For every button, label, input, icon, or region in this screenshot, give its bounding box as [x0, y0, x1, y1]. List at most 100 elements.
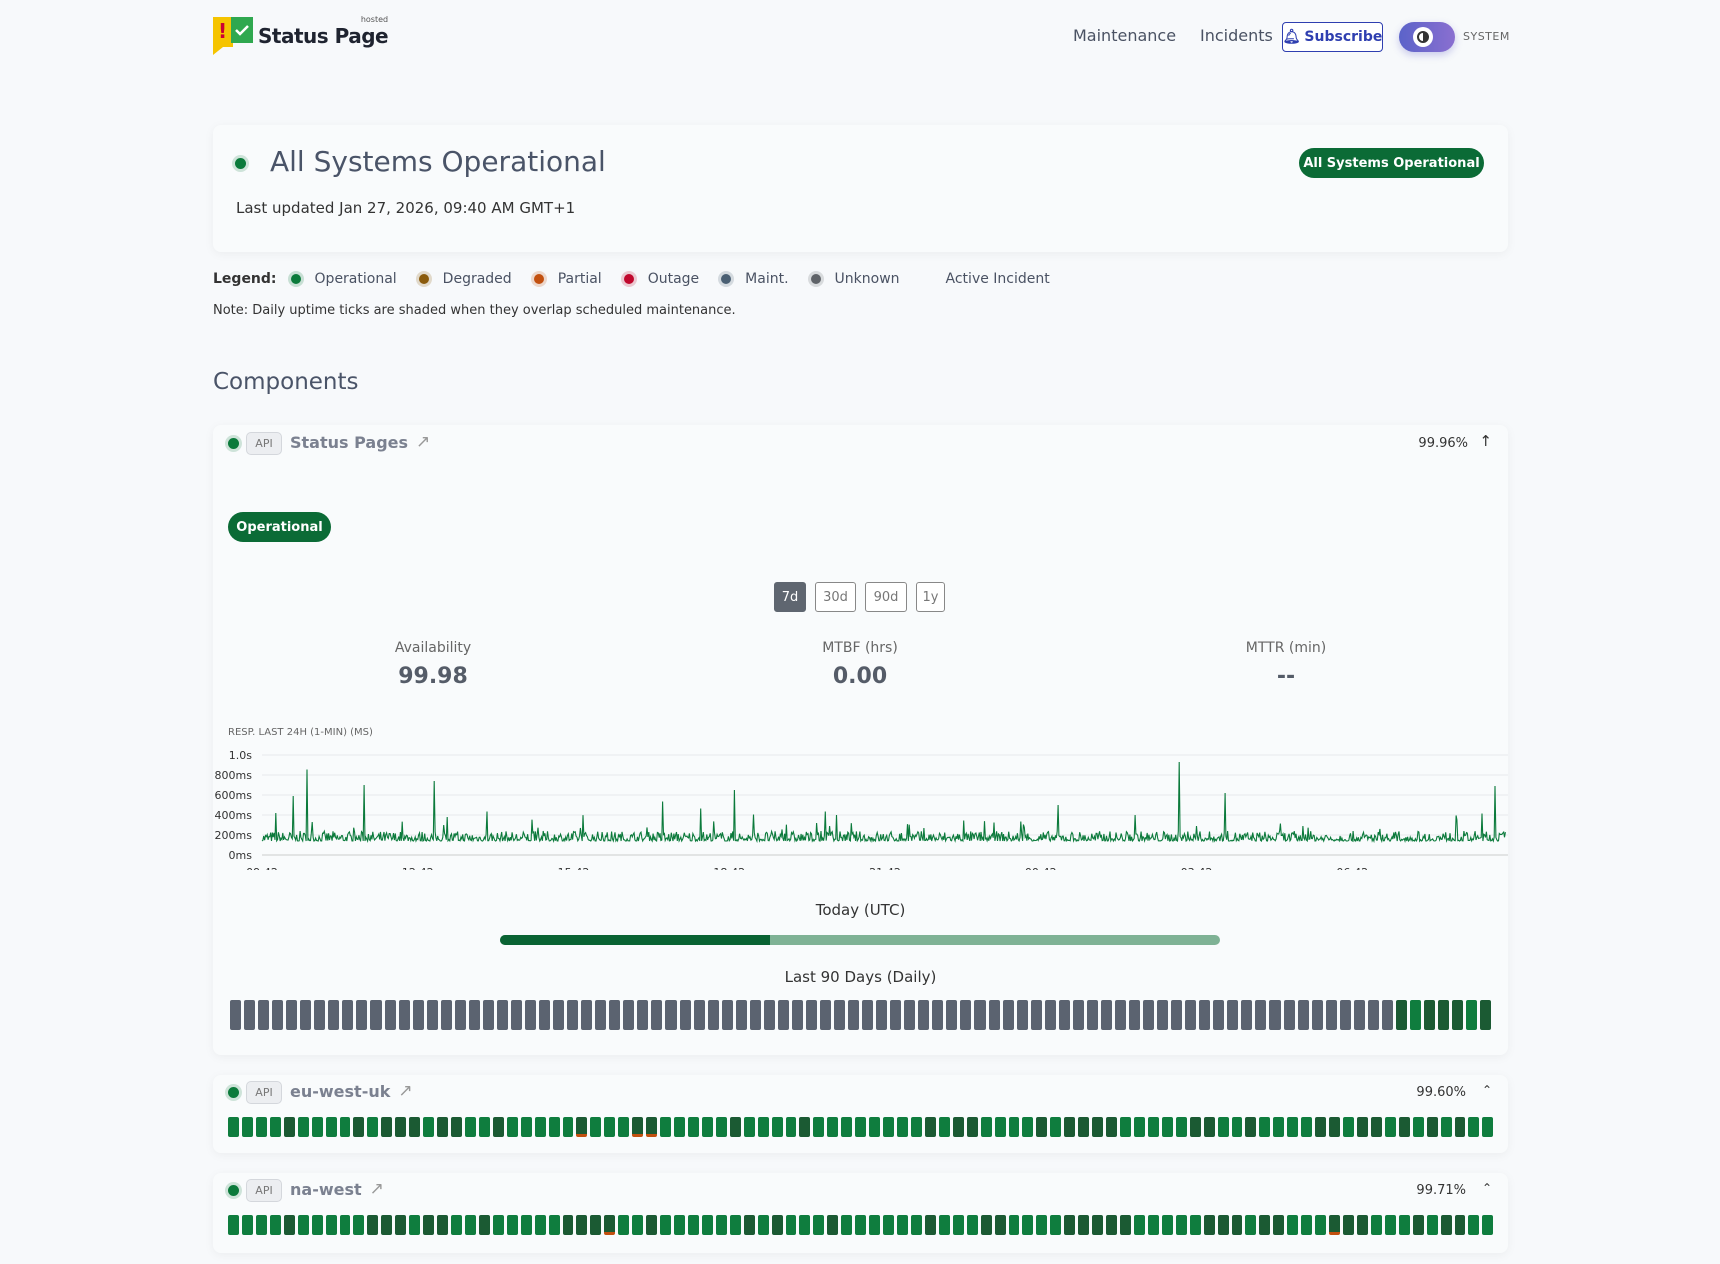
day-bar[interactable]: [1423, 1000, 1436, 1030]
day-bar[interactable]: [1106, 1215, 1117, 1235]
day-bar[interactable]: [799, 1117, 811, 1137]
day-bar[interactable]: [314, 1000, 326, 1030]
day-bar[interactable]: [492, 1215, 504, 1235]
day-bar[interactable]: [1133, 1117, 1145, 1137]
day-bar[interactable]: [980, 1215, 992, 1235]
day-bar[interactable]: [1086, 1000, 1098, 1030]
day-bar[interactable]: [576, 1117, 588, 1137]
day-bar[interactable]: [646, 1117, 658, 1137]
day-bar[interactable]: [1189, 1117, 1201, 1137]
day-bar[interactable]: [367, 1215, 379, 1235]
day-bar[interactable]: [1329, 1215, 1340, 1235]
day-bar[interactable]: [693, 1000, 705, 1030]
expand-chevron-icon[interactable]: ⌃: [1481, 1181, 1492, 1195]
day-bar[interactable]: [1217, 1215, 1229, 1235]
day-bar[interactable]: [1036, 1117, 1048, 1137]
day-bar[interactable]: [960, 1000, 972, 1030]
day-bar[interactable]: [632, 1117, 644, 1137]
day-bar[interactable]: [520, 1117, 532, 1137]
day-bar[interactable]: [1426, 1215, 1438, 1235]
day-bar[interactable]: [1454, 1117, 1466, 1137]
day-bar[interactable]: [576, 1215, 588, 1235]
day-bar[interactable]: [1245, 1215, 1257, 1235]
day-bar[interactable]: [743, 1215, 755, 1235]
day-bar[interactable]: [311, 1215, 323, 1235]
day-bar[interactable]: [1231, 1215, 1243, 1235]
day-bar[interactable]: [1384, 1117, 1396, 1137]
day-bar[interactable]: [994, 1215, 1006, 1235]
day-bar[interactable]: [841, 1117, 853, 1137]
day-bar[interactable]: [1367, 1000, 1379, 1030]
day-bar[interactable]: [1147, 1215, 1159, 1235]
day-bar[interactable]: [1440, 1117, 1452, 1137]
day-bar[interactable]: [1259, 1215, 1271, 1235]
day-bar[interactable]: [506, 1117, 518, 1137]
day-bar[interactable]: [328, 1000, 340, 1030]
day-bar[interactable]: [1412, 1117, 1424, 1137]
day-bar[interactable]: [1213, 1000, 1225, 1030]
day-bar[interactable]: [1175, 1215, 1187, 1235]
day-bar[interactable]: [1315, 1117, 1327, 1137]
day-bar[interactable]: [1454, 1215, 1466, 1235]
day-bar[interactable]: [255, 1215, 267, 1235]
day-bar[interactable]: [1203, 1215, 1215, 1235]
day-bar[interactable]: [855, 1117, 867, 1137]
day-bar[interactable]: [548, 1117, 560, 1137]
day-bar[interactable]: [1370, 1215, 1382, 1235]
day-bar[interactable]: [1438, 1000, 1450, 1030]
day-bar[interactable]: [1058, 1000, 1070, 1030]
day-bar[interactable]: [1398, 1215, 1410, 1235]
day-bar[interactable]: [651, 1000, 663, 1030]
day-bar[interactable]: [297, 1117, 309, 1137]
day-bar[interactable]: [701, 1215, 713, 1235]
day-bar[interactable]: [749, 1000, 761, 1030]
day-bar[interactable]: [1133, 1215, 1145, 1235]
day-bar[interactable]: [1468, 1215, 1480, 1235]
day-bar[interactable]: [994, 1117, 1006, 1137]
day-bar[interactable]: [482, 1000, 494, 1030]
day-bar[interactable]: [562, 1117, 574, 1137]
day-bar[interactable]: [353, 1117, 365, 1137]
day-bar[interactable]: [1217, 1117, 1229, 1137]
day-bar[interactable]: [272, 1000, 284, 1030]
day-bar[interactable]: [567, 1000, 579, 1030]
day-bar[interactable]: [454, 1000, 466, 1030]
day-bar[interactable]: [1129, 1000, 1141, 1030]
day-bar[interactable]: [1231, 1117, 1243, 1137]
day-bar[interactable]: [423, 1117, 435, 1137]
external-link-icon[interactable]: ↗: [369, 1179, 384, 1199]
day-bar[interactable]: [609, 1000, 621, 1030]
day-bar[interactable]: [1157, 1000, 1169, 1030]
day-bar[interactable]: [1395, 1000, 1407, 1030]
day-bar[interactable]: [1120, 1215, 1131, 1235]
day-bar[interactable]: [395, 1215, 407, 1235]
day-bar[interactable]: [855, 1215, 867, 1235]
day-bar[interactable]: [660, 1215, 671, 1235]
day-bar[interactable]: [1161, 1117, 1173, 1137]
day-bar[interactable]: [269, 1117, 281, 1137]
day-bar[interactable]: [244, 1000, 256, 1030]
day-bar[interactable]: [1008, 1117, 1020, 1137]
collapse-arrow-icon[interactable]: ↑: [1479, 432, 1492, 450]
day-bar[interactable]: [478, 1215, 490, 1235]
day-bar[interactable]: [228, 1117, 239, 1137]
day-bar[interactable]: [1189, 1215, 1201, 1235]
day-bar[interactable]: [785, 1117, 797, 1137]
day-bar[interactable]: [813, 1215, 825, 1235]
day-bar[interactable]: [827, 1215, 839, 1235]
day-bar[interactable]: [805, 1000, 817, 1030]
day-bar[interactable]: [409, 1215, 421, 1235]
day-bar[interactable]: [1339, 1000, 1351, 1030]
day-bar[interactable]: [1480, 1000, 1492, 1030]
day-bar[interactable]: [520, 1215, 532, 1235]
day-bar[interactable]: [297, 1215, 309, 1235]
day-bar[interactable]: [1092, 1117, 1104, 1137]
day-bar[interactable]: [623, 1000, 635, 1030]
day-bar[interactable]: [869, 1117, 881, 1137]
day-bar[interactable]: [1440, 1215, 1452, 1235]
day-bar[interactable]: [1409, 1000, 1421, 1030]
day-bar[interactable]: [1356, 1215, 1368, 1235]
range-90d[interactable]: 90d: [865, 582, 907, 612]
day-bar[interactable]: [777, 1000, 789, 1030]
day-bar[interactable]: [1078, 1117, 1090, 1137]
